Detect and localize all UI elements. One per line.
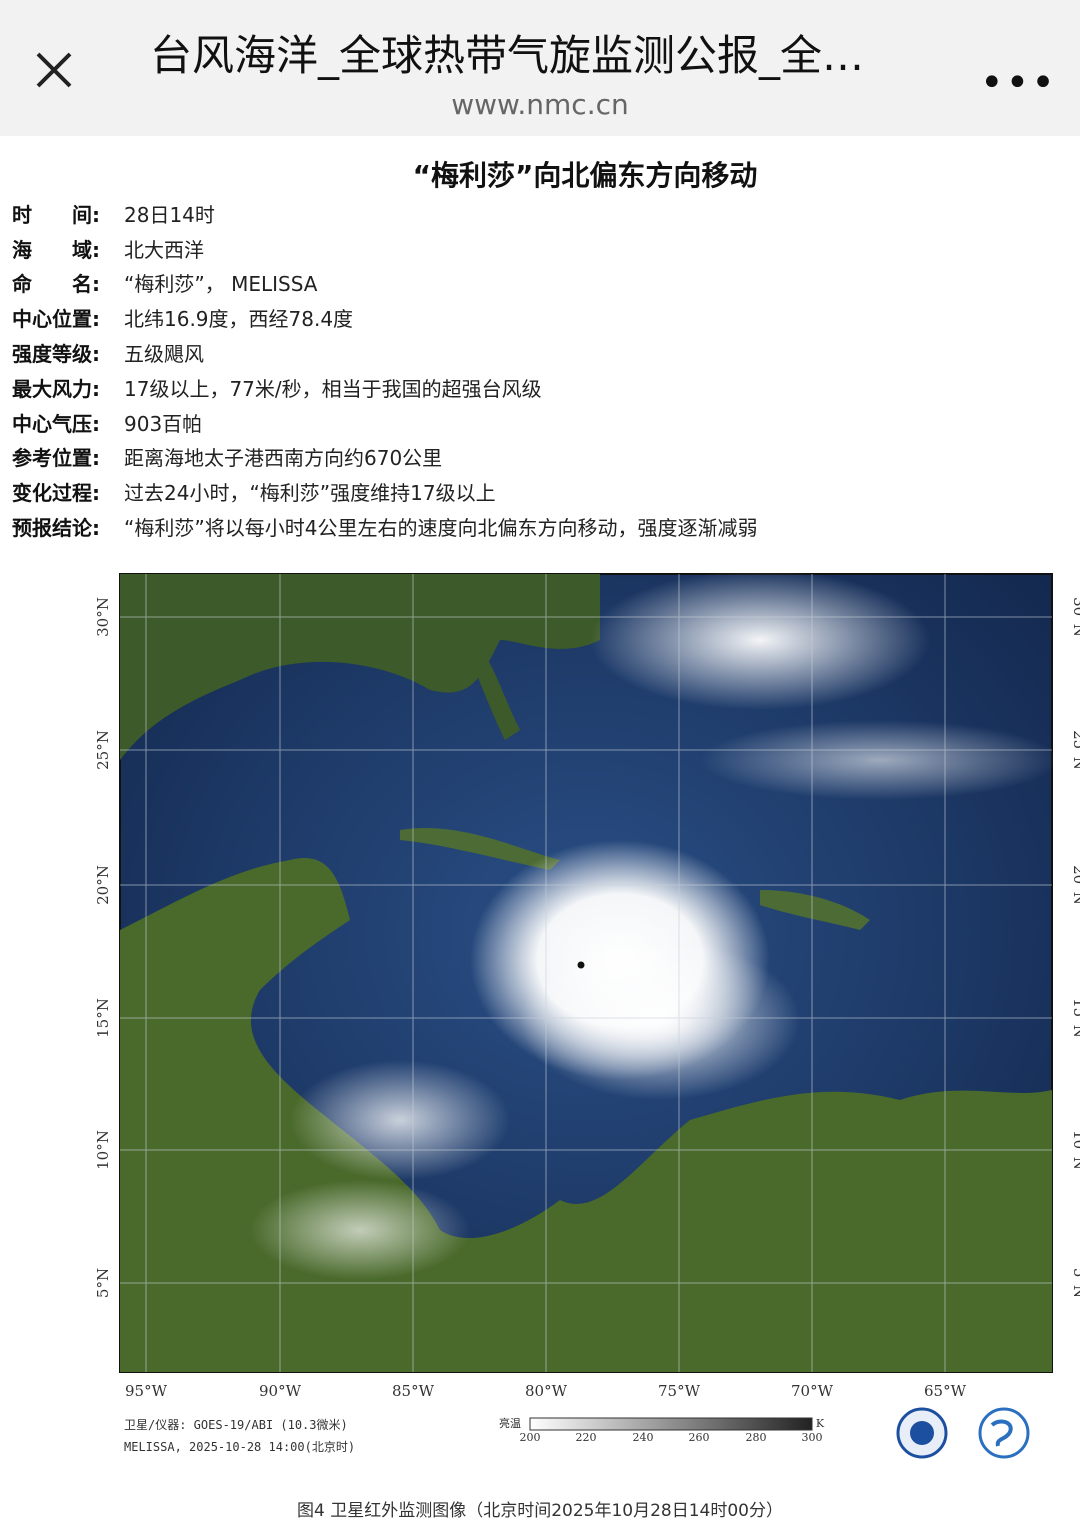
field-value: 28日14时 (124, 202, 215, 227)
lon-label: 80°W (525, 1382, 568, 1400)
field-label: 中心气压: (12, 411, 100, 436)
instrument-info: 卫星/仪器: GOES-19/ABI (10.3微米) (124, 1418, 348, 1432)
scale-tick: 240 (633, 1431, 654, 1444)
field-time: 时 间: 28日14时 (12, 196, 757, 231)
field-reference: 参考位置: 距离海地太子港西南方向约670公里 (12, 440, 757, 475)
lat-label: 20°N (94, 865, 112, 905)
field-value: 北纬16.9度，西经78.4度 (124, 307, 354, 332)
field-max-wind: 最大风力: 17级以上，77米/秒，相当于我国的超强台风级 (12, 370, 757, 405)
field-name: 命 名: “梅利莎”， MELISSA (12, 266, 757, 301)
lon-label: 90°W (259, 1382, 302, 1400)
more-icon[interactable]: ••• (980, 60, 1057, 106)
field-label: 变化过程: (12, 481, 100, 506)
field-label: 预报结论: (12, 516, 100, 541)
figure-caption: 图4 卫星红外监测图像（北京时间2025年10月28日14时00分） (296, 1501, 783, 1521)
lat-label: 30°N (94, 597, 112, 637)
scale-tick: 300 (802, 1431, 823, 1444)
page-url: www.nmc.cn (451, 88, 629, 121)
lat-label: 15°N (94, 998, 112, 1038)
field-label: 参考位置: (12, 446, 100, 471)
nmc-logo (978, 1407, 1030, 1459)
field-value: “梅利莎”， MELISSA (124, 272, 318, 297)
field-label: 时 间: (12, 202, 100, 227)
field-label: 命 名: (12, 272, 100, 297)
field-label: 最大风力: (12, 376, 100, 401)
lon-label: 65°W (924, 1382, 967, 1400)
lon-label: 75°W (658, 1382, 701, 1400)
scale-unit: K (816, 1417, 825, 1430)
lat-label: 5°N (94, 1268, 112, 1298)
brightness-temperature-scale: 亮温 K 200 220 240 260 280 300 (499, 1416, 825, 1444)
lat-label-right: 25°N (1070, 730, 1080, 770)
image-timestamp: MELISSA, 2025-10-28 14:00(北京时) (124, 1440, 356, 1454)
field-change: 变化过程: 过去24小时，“梅利莎”强度维持17级以上 (12, 474, 757, 509)
scale-tick: 260 (689, 1431, 710, 1444)
field-label: 强度等级: (12, 342, 100, 367)
field-sea-area: 海 域: 北大西洋 (12, 231, 757, 266)
lat-label-right: 30°N (1070, 597, 1080, 637)
field-label: 中心位置: (12, 307, 100, 332)
lon-label: 95°W (125, 1382, 168, 1400)
field-value: 北大西洋 (124, 237, 204, 262)
bulletin-fields: 时 间: 28日14时 海 域: 北大西洋 命 名: “梅利莎”， MELISSA 中… (12, 196, 757, 544)
field-pressure: 中心气压: 903百帕 (12, 405, 757, 440)
lat-label-right: 20°N (1070, 865, 1080, 905)
graticule (120, 574, 1052, 1372)
scale-tick: 280 (746, 1431, 767, 1444)
lat-label-right: 15°N (1070, 998, 1080, 1038)
field-value: 五级飓风 (124, 342, 204, 367)
scale-tick: 200 (520, 1431, 541, 1444)
storm-eye-marker (577, 961, 585, 969)
lat-label: 25°N (94, 730, 112, 770)
field-center-position: 中心位置: 北纬16.9度，西经78.4度 (12, 300, 757, 335)
scale-label: 亮温 (499, 1416, 521, 1430)
field-forecast: 预报结论: “梅利莎”将以每小时4公里左右的速度向北偏东方向移动，强度逐渐减弱 (12, 509, 757, 544)
close-icon[interactable] (30, 46, 78, 94)
satellite-image: 30°N 25°N 20°N 15°N 10°N 5°N 30°N 25°N 2… (94, 570, 1080, 1459)
lat-label: 10°N (94, 1130, 112, 1170)
field-value: 距离海地太子港西南方向约670公里 (124, 446, 443, 471)
lon-label: 85°W (392, 1382, 435, 1400)
field-value: 过去24小时，“梅利莎”强度维持17级以上 (124, 481, 496, 506)
field-value: “梅利莎”将以每小时4公里左右的速度向北偏东方向移动，强度逐渐减弱 (124, 516, 758, 541)
cma-logo (896, 1407, 948, 1459)
article-headline: “梅利莎”向北偏东方向移动 (412, 159, 758, 192)
field-value: 903百帕 (124, 411, 203, 436)
field-intensity: 强度等级: 五级飓风 (12, 335, 757, 370)
field-value: 17级以上，77米/秒，相当于我国的超强台风级 (124, 376, 542, 401)
scale-tick: 220 (576, 1431, 597, 1444)
lat-label-right: 5°N (1070, 1268, 1080, 1298)
lat-label-right: 10°N (1070, 1130, 1080, 1170)
field-label: 海 域: (12, 237, 100, 262)
lon-label: 70°W (791, 1382, 834, 1400)
page-title: 台风海洋_全球热带气旋监测公报_全… (150, 31, 865, 80)
browser-top-bar: 台风海洋_全球热带气旋监测公报_全… www.nmc.cn ••• (0, 0, 1080, 136)
